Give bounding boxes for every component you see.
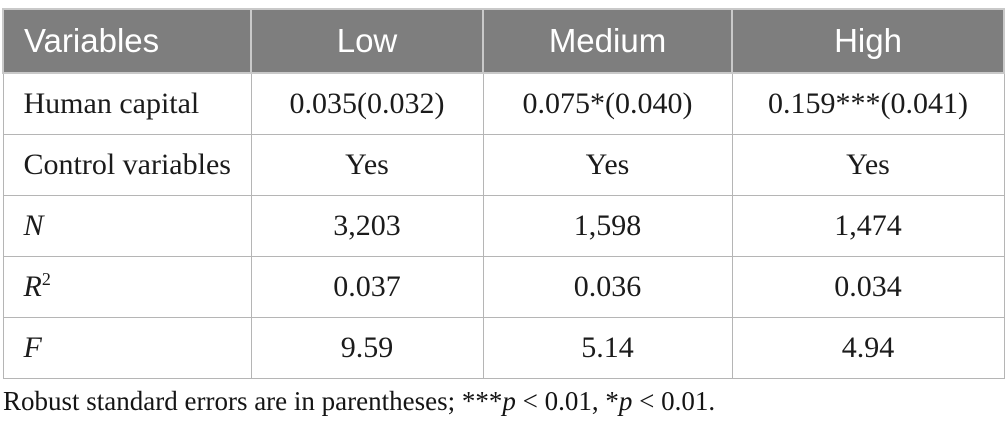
data-cell: 0.037 [250,256,484,318]
data-cell: 9.59 [250,317,484,379]
table-row-human-capital: Human capital 0.035(0.032) 0.075*(0.040)… [2,72,1005,135]
column-header-variables: Variables [2,8,252,74]
row-label-cell: Control variables [2,134,252,196]
footnote-text: Robust standard errors are in parenthese… [3,386,503,416]
data-cell: 5.14 [482,317,733,379]
column-header-low: Low [250,8,484,74]
row-label: F [23,331,42,364]
data-cell: 4.94 [731,317,1005,379]
data-cell: 1,598 [482,195,733,257]
data-cell: 0.035(0.032) [250,72,484,135]
table-row-r-squared: R2 0.037 0.036 0.034 [2,256,1005,318]
data-cell: 0.036 [482,256,733,318]
footnote-p-symbol: p [618,386,633,416]
column-header-medium: Medium [482,8,733,74]
table-row-control-variables: Control variables Yes Yes Yes [2,134,1005,196]
data-cell: 0.075*(0.040) [482,72,733,135]
table-row-n: N 3,203 1,598 1,474 [2,195,1005,257]
row-label-cell: N [2,195,252,257]
row-label: Control variables [23,148,231,181]
table-footnote: Robust standard errors are in parenthese… [3,386,715,417]
data-cell: Yes [250,134,484,196]
data-cell: 1,474 [731,195,1005,257]
table-row-f: F 9.59 5.14 4.94 [2,317,1005,379]
footnote-p-symbol: p [502,386,516,416]
data-cell: Yes [731,134,1005,196]
row-label-superscript: 2 [41,269,51,289]
column-header-high: High [731,8,1005,74]
data-cell: 0.034 [731,256,1005,318]
data-cell: 3,203 [250,195,484,257]
footnote-text: < 0.01. [632,386,716,416]
footnote-text: < 0.01, * [515,386,619,416]
data-cell: 0.159***(0.041) [731,72,1005,135]
row-label: Human capital [23,87,200,120]
data-cell: Yes [482,134,733,196]
row-label-cell: F [2,317,252,379]
row-label: N [23,209,44,242]
row-label-cell: Human capital [2,72,252,135]
results-table: Variables Low Medium High Human capital … [2,8,1005,379]
header-row: Variables Low Medium High [2,8,1005,74]
row-label-cell: R2 [2,256,252,318]
row-label: R [23,270,42,303]
